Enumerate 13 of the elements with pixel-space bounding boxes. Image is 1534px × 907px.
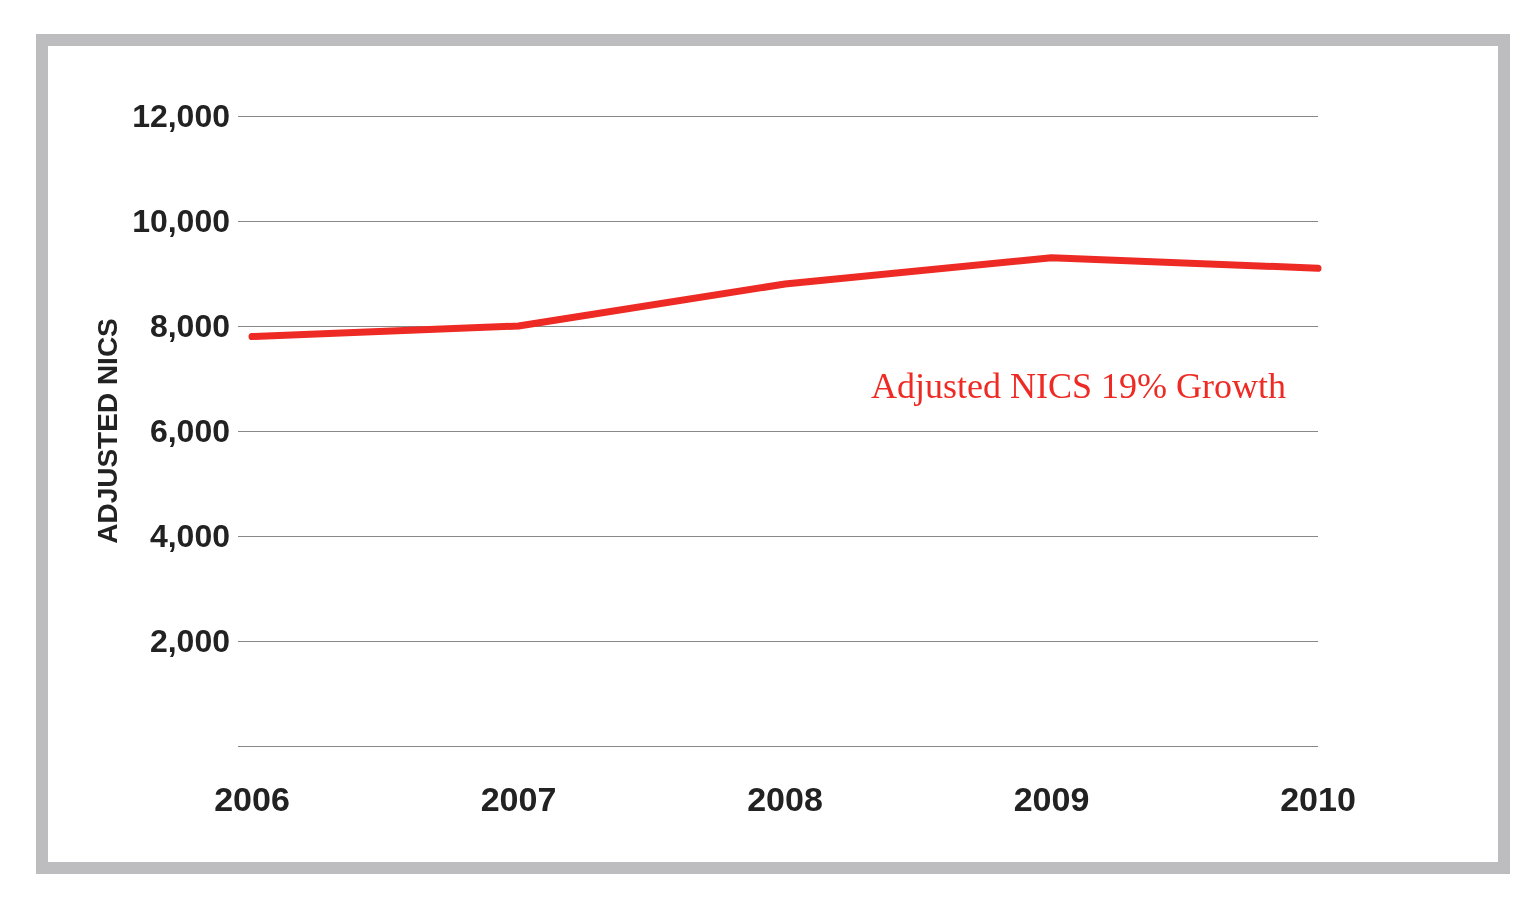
y-tick-label: 6,000 [149,413,230,449]
x-tick-label: 2007 [480,780,557,818]
y-tick-label: 12,000 [132,98,230,134]
x-tick-label: 2006 [214,780,290,818]
y-tick-label: 4,000 [149,518,230,554]
annotation: Adjusted NICS 19% Growth [871,366,1286,406]
y-tick-label: 2,000 [149,623,230,659]
x-tick-label: 2010 [1280,780,1356,818]
y-tick-label: 8,000 [149,308,230,344]
x-tick-label: 2009 [1013,780,1090,818]
x-tick-label: 2008 [747,780,823,818]
y-axis-title: ADJUSTED NICS [91,318,123,544]
y-tick-label: 10,000 [132,203,230,239]
